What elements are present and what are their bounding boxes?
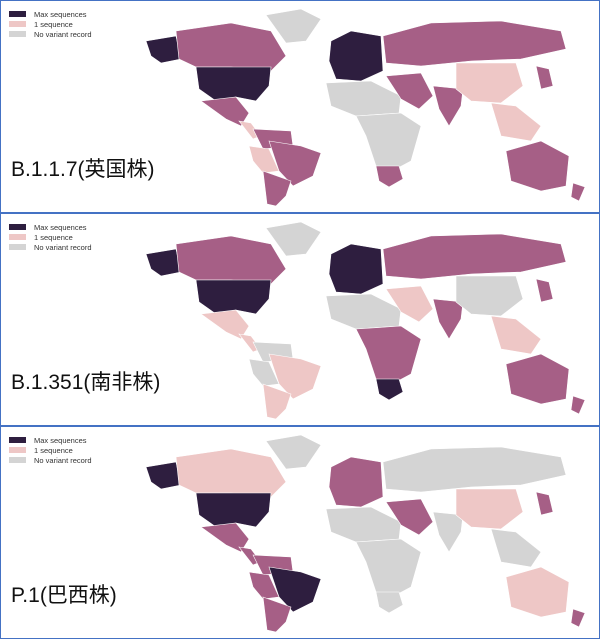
variant-title: B.1.1.7(英国株) bbox=[11, 158, 155, 181]
region-southeast_asia bbox=[490, 315, 542, 355]
region-southeast_asia bbox=[490, 102, 542, 142]
legend-item: Max sequences bbox=[9, 222, 92, 232]
region-russia bbox=[382, 20, 567, 67]
legend-swatch bbox=[9, 244, 26, 250]
map-panel: Max sequences 1 sequence No variant record… bbox=[0, 213, 600, 426]
legend-swatch bbox=[9, 234, 26, 240]
region-japan bbox=[535, 491, 554, 516]
legend: Max sequences 1 sequence No variant record bbox=[9, 435, 92, 465]
region-middle_east bbox=[385, 285, 434, 323]
legend-item: 1 sequence bbox=[9, 232, 92, 242]
region-sub_saharan_africa bbox=[355, 112, 422, 170]
legend-item: No variant record bbox=[9, 455, 92, 465]
region-canada bbox=[175, 448, 287, 498]
region-china bbox=[455, 488, 524, 530]
legend-item: 1 sequence bbox=[9, 445, 92, 455]
legend-swatch bbox=[9, 224, 26, 230]
legend-swatch bbox=[9, 31, 26, 37]
region-southeast_asia bbox=[490, 528, 542, 568]
legend-label: No variant record bbox=[34, 455, 92, 465]
region-alaska bbox=[145, 461, 182, 490]
region-north_africa bbox=[325, 80, 402, 117]
region-australia bbox=[505, 140, 570, 192]
region-india bbox=[432, 298, 464, 340]
region-new_zealand bbox=[570, 608, 586, 628]
region-southern_cone bbox=[262, 383, 292, 420]
world-map bbox=[145, 8, 586, 207]
legend-item: Max sequences bbox=[9, 9, 92, 19]
region-australia bbox=[505, 566, 570, 618]
region-india bbox=[432, 85, 464, 127]
region-middle_east bbox=[385, 72, 434, 110]
region-australia bbox=[505, 353, 570, 405]
region-north_africa bbox=[325, 293, 402, 330]
region-canada bbox=[175, 235, 287, 285]
region-canada bbox=[175, 22, 287, 72]
region-andes bbox=[248, 571, 280, 600]
legend-label: No variant record bbox=[34, 29, 92, 39]
region-andes bbox=[248, 145, 280, 174]
legend-swatch bbox=[9, 21, 26, 27]
legend-swatch bbox=[9, 11, 26, 17]
region-europe bbox=[328, 30, 384, 82]
region-sub_saharan_africa bbox=[355, 325, 422, 383]
region-new_zealand bbox=[570, 182, 586, 202]
region-japan bbox=[535, 65, 554, 90]
legend-swatch bbox=[9, 437, 26, 443]
legend-item: Max sequences bbox=[9, 435, 92, 445]
legend-swatch bbox=[9, 457, 26, 463]
region-usa bbox=[195, 279, 272, 315]
region-europe bbox=[328, 456, 384, 508]
legend-label: No variant record bbox=[34, 242, 92, 252]
region-north_africa bbox=[325, 506, 402, 543]
legend-label: Max sequences bbox=[34, 9, 87, 19]
region-greenland bbox=[265, 8, 322, 44]
legend-item: 1 sequence bbox=[9, 19, 92, 29]
region-new_zealand bbox=[570, 395, 586, 415]
region-greenland bbox=[265, 434, 322, 470]
variant-title: B.1.351(南非株) bbox=[11, 371, 161, 394]
legend-label: 1 sequence bbox=[34, 19, 73, 29]
legend-item: No variant record bbox=[9, 242, 92, 252]
region-europe bbox=[328, 243, 384, 295]
region-alaska bbox=[145, 35, 182, 64]
region-south_africa bbox=[375, 165, 404, 188]
legend-label: Max sequences bbox=[34, 222, 87, 232]
region-southern_cone bbox=[262, 170, 292, 207]
legend-label: 1 sequence bbox=[34, 232, 73, 242]
region-usa bbox=[195, 492, 272, 528]
region-india bbox=[432, 511, 464, 553]
region-middle_east bbox=[385, 498, 434, 536]
variant-title: P.1(巴西株) bbox=[11, 584, 117, 607]
legend-swatch bbox=[9, 447, 26, 453]
region-southern_cone bbox=[262, 596, 292, 633]
legend-label: 1 sequence bbox=[34, 445, 73, 455]
region-china bbox=[455, 275, 524, 317]
region-usa bbox=[195, 66, 272, 102]
world-map bbox=[145, 221, 586, 420]
region-greenland bbox=[265, 221, 322, 257]
world-map bbox=[145, 434, 586, 633]
region-sub_saharan_africa bbox=[355, 538, 422, 596]
region-andes bbox=[248, 358, 280, 387]
region-south_africa bbox=[375, 378, 404, 401]
region-mexico bbox=[200, 309, 250, 340]
region-russia bbox=[382, 446, 567, 493]
map-panel: Max sequences 1 sequence No variant record… bbox=[0, 426, 600, 639]
region-japan bbox=[535, 278, 554, 303]
legend: Max sequences 1 sequence No variant record bbox=[9, 9, 92, 39]
legend-label: Max sequences bbox=[34, 435, 87, 445]
region-mexico bbox=[200, 522, 250, 553]
legend-item: No variant record bbox=[9, 29, 92, 39]
region-china bbox=[455, 62, 524, 104]
map-panel: Max sequences 1 sequence No variant record… bbox=[0, 0, 600, 213]
region-south_africa bbox=[375, 591, 404, 614]
region-alaska bbox=[145, 248, 182, 277]
region-mexico bbox=[200, 96, 250, 127]
region-russia bbox=[382, 233, 567, 280]
legend: Max sequences 1 sequence No variant record bbox=[9, 222, 92, 252]
